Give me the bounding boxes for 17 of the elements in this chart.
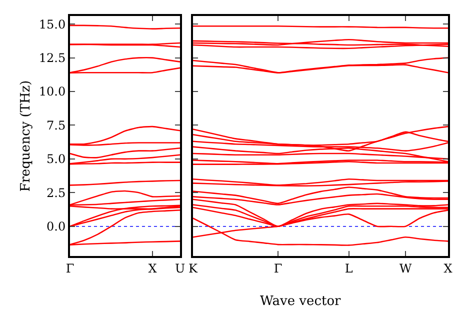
y-tick-label: 0.0: [46, 220, 66, 234]
x-tick-label: X: [444, 261, 453, 276]
x-tick-label: U: [174, 261, 186, 276]
y-tick-label: 15.0: [38, 17, 66, 32]
y-tick-label: 10.0: [38, 84, 66, 99]
x-tick-label: K: [188, 261, 199, 276]
x-tick-label: X: [148, 261, 158, 276]
y-tick-label: 7.5: [46, 118, 66, 132]
y-tick-label: 2.5: [46, 186, 66, 200]
x-tick-label: L: [344, 261, 353, 276]
x-tick-label: Γ: [66, 261, 74, 276]
x-axis-title: Wave vector: [260, 294, 342, 309]
x-tick-label: Γ: [274, 261, 282, 276]
y-tick-label: 12.5: [38, 51, 66, 65]
y-axis-title: Frequency (THz): [18, 80, 34, 192]
y-tick-label: 5.0: [46, 152, 66, 166]
x-tick-label: W: [399, 261, 412, 276]
